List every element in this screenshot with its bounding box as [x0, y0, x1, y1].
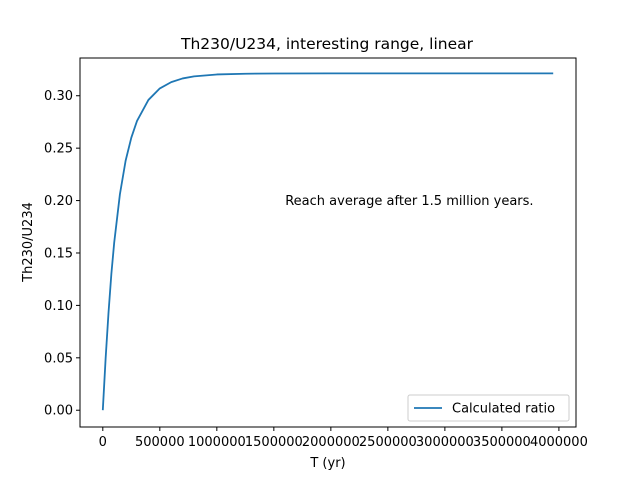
- legend: Calculated ratio: [407, 394, 570, 422]
- x-tick-label: 4000000: [530, 435, 588, 450]
- annotation-text: Reach average after 1.5 million years.: [285, 194, 533, 209]
- y-axis: 0.00 0.05 0.10 0.15 0.20 0.25 0.30: [44, 89, 80, 419]
- x-tick-label: 500000: [135, 435, 185, 450]
- plot-frame: [79, 57, 577, 428]
- y-tick-label: 0.15: [44, 246, 73, 261]
- y-tick-label: 0.05: [44, 351, 73, 366]
- series-line-0: [101, 72, 554, 411]
- x-axis-label: T (yr): [309, 456, 345, 471]
- plot-area: [101, 72, 554, 411]
- x-tick-label: 0: [99, 435, 107, 450]
- x-tick-label: 1000000: [188, 435, 246, 450]
- x-tick-label: 2000000: [302, 435, 360, 450]
- x-tick-label: 1500000: [245, 435, 303, 450]
- y-tick-label: 0.30: [44, 89, 73, 104]
- x-tick-label: 2500000: [359, 435, 417, 450]
- legend-label: Calculated ratio: [452, 402, 555, 417]
- x-axis: 0 500000 1000000 1500000 2000000 2500000 30000…: [99, 427, 588, 450]
- y-axis-label: Th230/U234: [21, 202, 36, 283]
- y-tick-label: 0.10: [44, 299, 73, 314]
- x-tick-label: 3000000: [416, 435, 474, 450]
- x-tick-label: 3500000: [473, 435, 531, 450]
- legend-box: [407, 394, 570, 422]
- y-tick-label: 0.20: [44, 194, 73, 209]
- y-tick-label: 0.25: [44, 142, 73, 157]
- chart-title: Th230/U234, interesting range, linear: [180, 35, 474, 53]
- y-tick-label: 0.00: [44, 404, 73, 419]
